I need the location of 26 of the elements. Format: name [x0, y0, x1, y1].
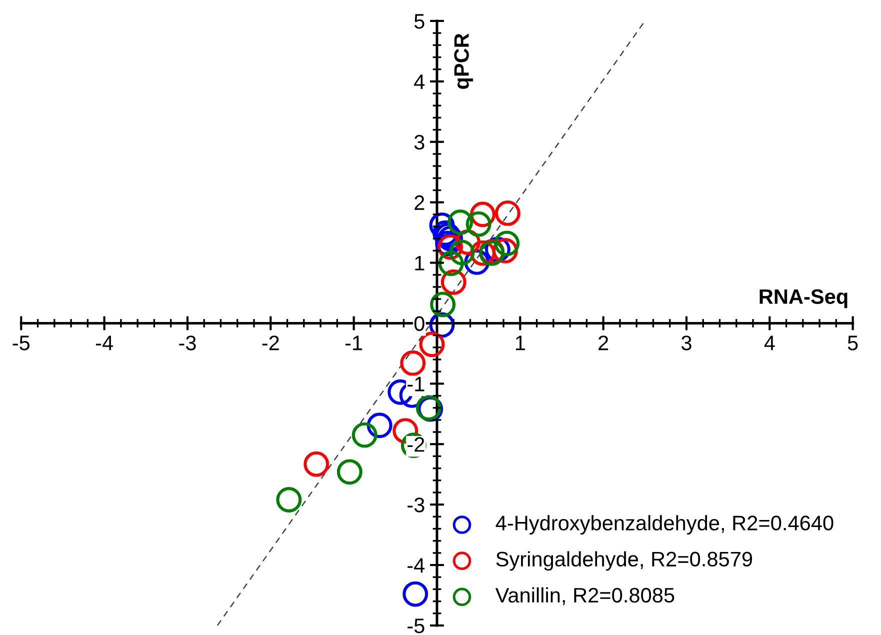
x-tick-label: -1: [345, 336, 362, 350]
y-tick-label: 4: [414, 74, 425, 89]
legend-label: Syringaldehyde, R2=0.8579: [496, 551, 752, 571]
x-tick-label: -3: [179, 336, 196, 350]
y-axis-title: qPCR: [454, 33, 474, 89]
x-tick-label: -4: [96, 336, 113, 350]
legend-label: Vanillin, R2=0.8085: [495, 587, 674, 606]
y-tick-label: 1: [415, 256, 424, 270]
y-tick-label: 3: [414, 134, 424, 150]
x-tick-label: -2: [262, 336, 279, 350]
y-tick-label: -3: [408, 498, 424, 512]
x-tick-label: 4: [764, 336, 775, 350]
y-tick-label: -2: [408, 437, 424, 452]
y-tick-label: 0: [414, 316, 424, 331]
y-tick-label: -5: [408, 618, 424, 634]
y-tick-label: -1: [408, 376, 424, 392]
x-tick-label: 1: [516, 336, 525, 350]
y-tick-label: 5: [414, 14, 424, 29]
x-tick-label: 2: [598, 336, 608, 350]
x-tick-label: 5: [848, 336, 858, 350]
x-tick-label: 3: [681, 336, 692, 350]
legend-label: 4-Hydroxybenzaldehyde, R2=0.4640: [496, 515, 834, 535]
y-tick-label: 2: [414, 195, 424, 210]
x-axis-title: RNA-Seq: [760, 289, 848, 308]
y-tick-label: -4: [408, 558, 425, 573]
x-tick-label: -5: [12, 336, 30, 350]
